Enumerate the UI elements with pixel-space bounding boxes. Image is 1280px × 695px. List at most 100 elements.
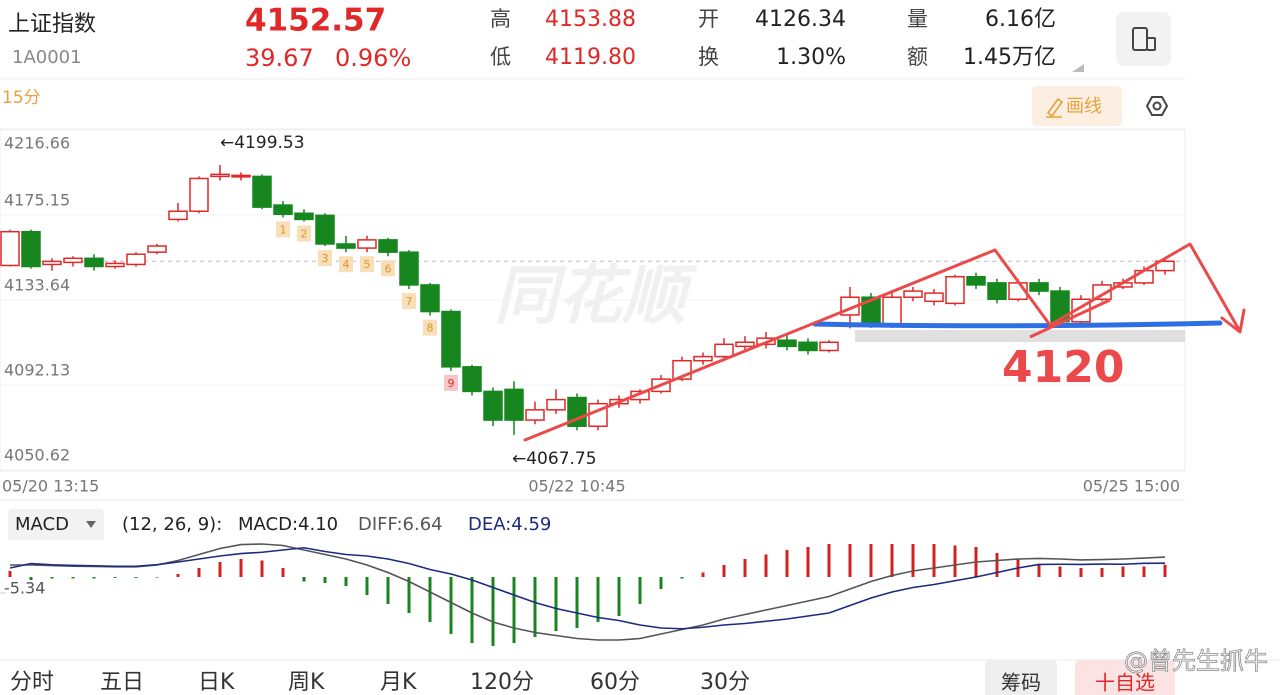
- stat-label: 换: [698, 45, 719, 69]
- candle-body: [777, 339, 797, 348]
- y-tick-label: 4216.66: [4, 134, 70, 153]
- period-tab[interactable]: 周K: [288, 670, 325, 695]
- index-name: 上证指数: [8, 12, 96, 37]
- candle-body: [1155, 260, 1175, 272]
- legend-entry: MACD:4.10: [238, 514, 338, 535]
- candle-body: [0, 230, 20, 267]
- period-tab[interactable]: 分时: [10, 670, 54, 695]
- indicator-select[interactable]: [8, 509, 104, 540]
- candle-body: [126, 253, 146, 266]
- candle-body: [168, 210, 188, 221]
- td-badge: [339, 256, 353, 273]
- change: 39.67: [245, 44, 314, 72]
- candle-body: [84, 257, 104, 268]
- period-tab[interactable]: 五日: [100, 670, 144, 695]
- candle-body: [903, 290, 923, 298]
- td-count: 5: [364, 258, 371, 271]
- y-tick-label: 4133.64: [4, 276, 70, 295]
- stat-label: 量: [907, 7, 928, 31]
- y-tick-label: 4175.15: [4, 191, 70, 210]
- candle-body: [210, 173, 230, 178]
- draw-button[interactable]: [1032, 86, 1122, 126]
- y-tick-label: -5.34: [4, 579, 45, 598]
- td-badge: [276, 221, 290, 238]
- legend-entry: DIFF:6.64: [358, 514, 443, 535]
- candle-body: [798, 341, 818, 352]
- x-tick-label: 05/22 10:45: [528, 477, 625, 496]
- candle-body: [945, 275, 965, 305]
- candle-body: [105, 262, 125, 268]
- y-tick-label: 4050.62: [4, 446, 70, 465]
- period-tab[interactable]: 月K: [380, 670, 417, 695]
- pen-icon: [1046, 97, 1064, 118]
- x-tick-label: 05/20 13:15: [2, 477, 99, 496]
- stat-label: 低: [490, 45, 511, 69]
- td-badge: [423, 319, 437, 336]
- candle-body: [336, 243, 356, 249]
- corner-icon: [1072, 64, 1084, 72]
- candle-body: [189, 177, 209, 212]
- candlestick-chart: 4050.62 4092.13 4133.64 4175.15 4216.66 同花顺 05…: [0, 129, 1185, 496]
- support-band: [855, 330, 1185, 342]
- candle-body: [399, 251, 419, 286]
- watchlist-button[interactable]: [1075, 660, 1175, 695]
- high-label: ←4199.53: [220, 133, 305, 153]
- stat-value: 6.16亿: [985, 7, 1056, 32]
- candle-body: [147, 245, 167, 253]
- change-pct: 0.96%: [335, 44, 411, 72]
- dropdown-arrow: [86, 521, 96, 528]
- period-tab[interactable]: 日K: [198, 670, 235, 695]
- candle-body: [462, 366, 482, 393]
- stat-value: 4153.88: [545, 7, 636, 32]
- td-count: 8: [427, 322, 434, 335]
- trend-lines: [523, 242, 1246, 442]
- td-count: 9: [448, 377, 455, 390]
- macd-chart: MACD (12, 26, 9): MACD:4.10 DIFF:6.64 DEA:4.…: [0, 514, 1167, 646]
- td-count: 3: [322, 252, 329, 265]
- candle-body: [924, 292, 944, 303]
- period-tabs: 分时 五日 日K 周K 月K 120分 60分 30分: [10, 670, 750, 695]
- candle-body: [357, 239, 377, 249]
- y-tick-label: 4092.13: [4, 361, 70, 380]
- period-tab[interactable]: 60分: [590, 670, 640, 695]
- candle-body: [882, 296, 902, 325]
- candle-body: [21, 230, 41, 268]
- td-count: 2: [301, 227, 308, 240]
- candle-body: [525, 409, 545, 421]
- stat-value: 4126.34: [755, 7, 846, 32]
- stat-value: 1.45万亿: [963, 45, 1056, 70]
- period-tab[interactable]: 30分: [700, 670, 750, 695]
- period[interactable]: 15分: [2, 88, 41, 108]
- watermark: @曾先生抓牛: [1124, 647, 1268, 675]
- x-tick-label: 05/25 15:00: [1083, 477, 1180, 496]
- macd-line: [9, 546, 1166, 630]
- chip-button[interactable]: [985, 660, 1057, 695]
- candle-body: [1134, 269, 1154, 284]
- legend-entry: DEA:4.59: [468, 514, 551, 535]
- stat-value: 1.30%: [776, 45, 846, 70]
- candle-body: [378, 239, 398, 253]
- candle-body: [420, 284, 440, 313]
- candle-body: [567, 396, 587, 427]
- td-badge: [402, 293, 416, 310]
- candle-body: [546, 398, 566, 411]
- candle-body: [231, 174, 251, 178]
- candle-body: [630, 390, 650, 401]
- support-line: [812, 320, 1223, 329]
- candle-body: [1029, 282, 1049, 292]
- period-tab[interactable]: 120分: [470, 670, 534, 695]
- layout-button[interactable]: [1116, 12, 1171, 66]
- settings-icon-dot: [1152, 101, 1162, 111]
- td-badge: [360, 256, 374, 273]
- candle-body: [966, 275, 986, 286]
- candle-body: [252, 175, 272, 208]
- td-count: 7: [406, 295, 413, 308]
- candle-body: [735, 341, 755, 348]
- candle-body: [714, 343, 734, 358]
- candle-body: [63, 257, 83, 264]
- td-count: 4: [343, 258, 350, 271]
- settings-icon[interactable]: [1145, 96, 1169, 116]
